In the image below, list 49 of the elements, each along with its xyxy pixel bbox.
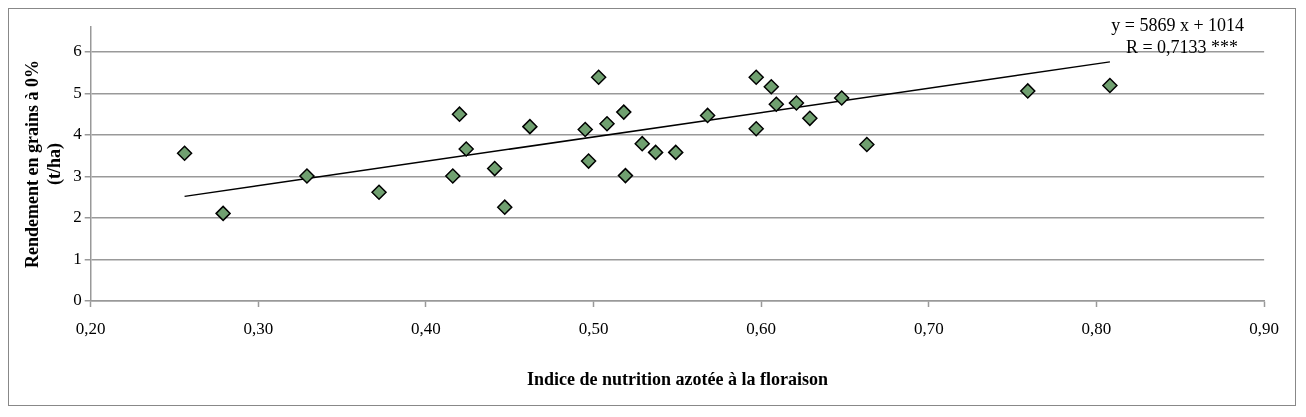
point bbox=[590, 69, 607, 85]
point bbox=[667, 144, 684, 161]
point bbox=[802, 110, 818, 127]
y-tick-label: 4 bbox=[73, 124, 83, 144]
point bbox=[699, 107, 716, 124]
x-axis-title: Indice de nutrition azotée à la floraison bbox=[526, 368, 828, 389]
point bbox=[580, 153, 597, 169]
point bbox=[634, 135, 650, 152]
point bbox=[748, 69, 764, 85]
point bbox=[215, 205, 231, 222]
point bbox=[859, 136, 875, 153]
x-tick-label: 0,20 bbox=[75, 318, 106, 338]
point bbox=[1102, 77, 1118, 94]
y-tick-label: 2 bbox=[73, 207, 82, 227]
y-tick-label: 1 bbox=[73, 248, 82, 268]
x-tick-label: 0,80 bbox=[1081, 318, 1112, 338]
point bbox=[616, 104, 632, 120]
point bbox=[522, 118, 538, 135]
point bbox=[486, 160, 503, 177]
x-tick-label: 0,30 bbox=[243, 318, 274, 338]
x-tick-label: 0,50 bbox=[578, 318, 609, 338]
x-tick-label: 0,70 bbox=[913, 318, 944, 338]
point bbox=[451, 106, 468, 122]
point bbox=[458, 141, 474, 157]
point bbox=[647, 144, 664, 161]
point bbox=[497, 199, 513, 215]
point bbox=[371, 184, 387, 200]
annotation: y = 5869 x + 1014 bbox=[1111, 14, 1245, 35]
x-tick-label: 0,90 bbox=[1249, 318, 1279, 338]
point bbox=[833, 90, 850, 106]
point bbox=[763, 79, 780, 95]
point bbox=[299, 168, 315, 184]
x-tick-label: 0,60 bbox=[746, 318, 777, 338]
point bbox=[1020, 83, 1036, 99]
y-axis-title: Rendement en grains à 0% (t/ha) bbox=[22, 60, 66, 268]
point bbox=[176, 145, 193, 161]
y-tick-label: 3 bbox=[73, 165, 82, 185]
point bbox=[617, 167, 634, 184]
point bbox=[599, 115, 615, 132]
x-tick-label: 0,40 bbox=[411, 318, 441, 338]
point bbox=[577, 121, 593, 138]
y-tick-label: 0 bbox=[73, 290, 82, 310]
y-tick-label: 5 bbox=[73, 82, 82, 102]
point bbox=[748, 120, 764, 137]
point bbox=[445, 168, 461, 184]
annotation: R = 0,7133 *** bbox=[1125, 36, 1239, 57]
point bbox=[788, 95, 805, 111]
point bbox=[768, 96, 785, 112]
y-tick-label: 6 bbox=[73, 41, 82, 61]
